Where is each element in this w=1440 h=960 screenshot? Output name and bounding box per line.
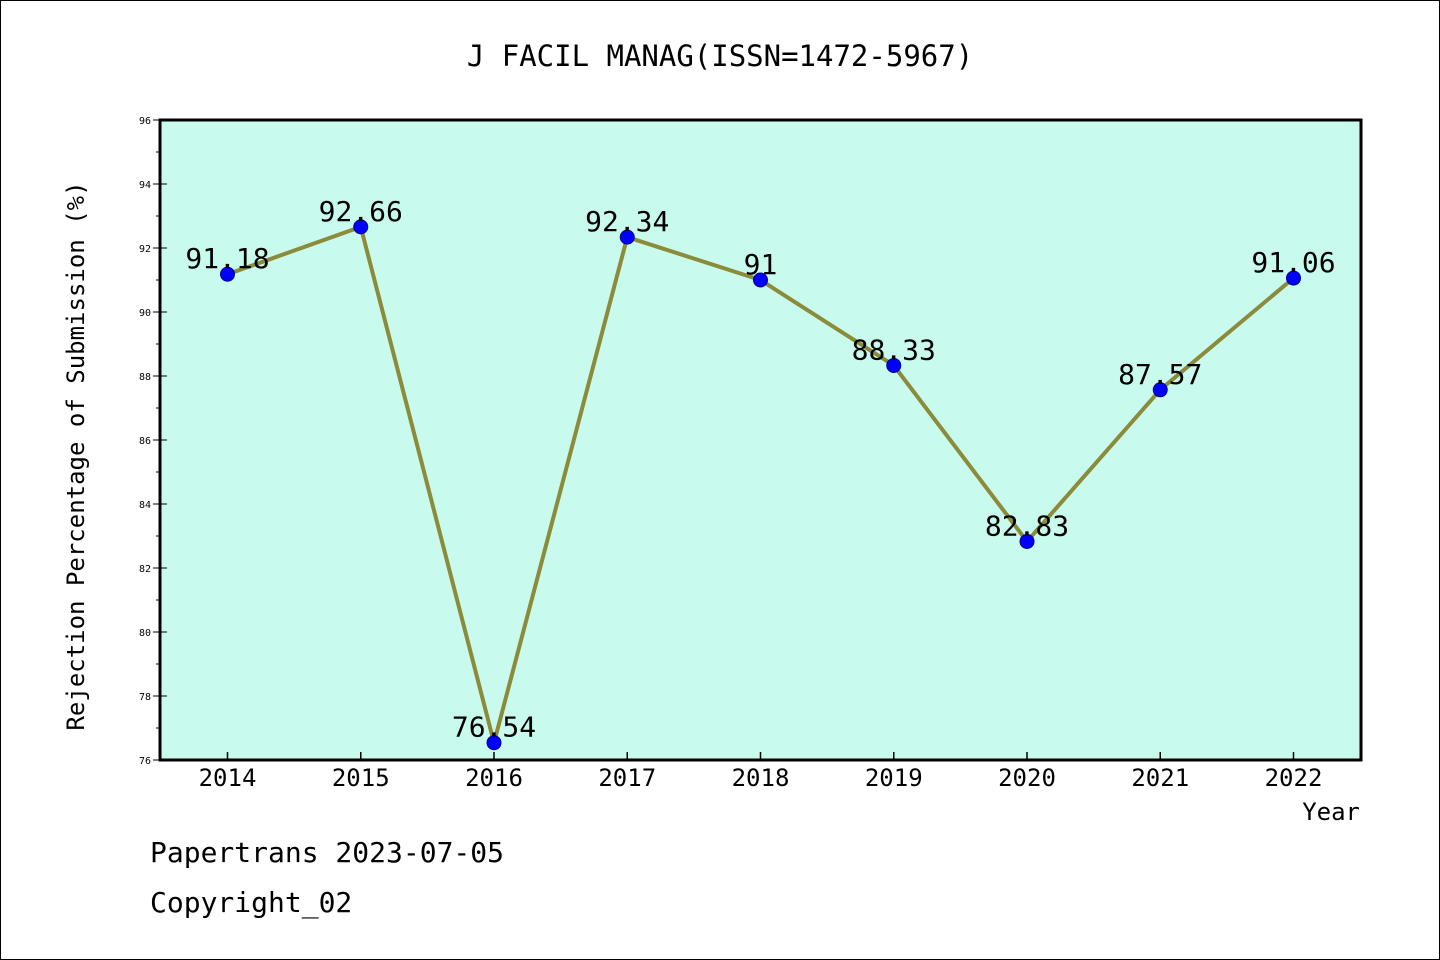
x-tick-label: 2022 — [1265, 764, 1323, 792]
data-label: 76.54 — [452, 711, 536, 744]
data-label: 91.06 — [1251, 246, 1335, 279]
plot-border — [158, 118, 1363, 762]
data-label: 91.18 — [185, 242, 269, 275]
x-axis: 2014 2015 2016 2017 2018 2019 2020 2021 2022 — [199, 752, 1323, 792]
x-tick-label: 2016 — [465, 764, 523, 792]
y-tick-label: 86 — [139, 436, 151, 447]
data-point — [1019, 533, 1035, 549]
y-axis: 76 78 80 82 84 86 88 90 92 94 96 — [139, 116, 167, 767]
y-tick-label: 76 — [139, 756, 151, 767]
y-tick-label: 88 — [139, 372, 151, 383]
x-tick-label: 2018 — [732, 764, 790, 792]
data-label: 91 — [744, 248, 778, 281]
x-tick-label: 2019 — [865, 764, 923, 792]
y-tick-label: 82 — [139, 564, 151, 575]
x-tick-label: 2015 — [332, 764, 390, 792]
y-axis-label: Rejection Percentage of Submission (%) — [62, 181, 90, 730]
y-tick-label: 84 — [139, 500, 151, 511]
data-series: 91.18 92.66 76.54 92.34 91 88.33 82.83 87.57 91.… — [185, 195, 1336, 751]
y-tick-label: 78 — [139, 692, 151, 703]
footer-date: Papertrans 2023-07-05 — [150, 836, 505, 869]
data-point — [353, 219, 369, 235]
x-tick-label: 2014 — [199, 764, 257, 792]
x-tick-label: 2020 — [998, 764, 1056, 792]
data-point — [886, 357, 902, 373]
data-point — [619, 229, 635, 245]
y-tick-label: 80 — [139, 628, 151, 639]
data-label: 92.66 — [319, 195, 403, 228]
y-tick-label: 96 — [139, 116, 151, 127]
y-tick-label: 92 — [139, 244, 151, 255]
y-tick-label: 94 — [139, 180, 151, 191]
data-point — [220, 266, 235, 282]
x-tick-label: 2021 — [1131, 764, 1189, 792]
data-point — [1152, 382, 1168, 398]
data-point — [1286, 270, 1301, 286]
x-tick-label: 2017 — [598, 764, 656, 792]
chart-title: J FACIL MANAG(ISSN=1472-5967) — [467, 39, 973, 73]
footer-copyright: Copyright_02 — [150, 886, 353, 919]
data-point — [753, 272, 768, 288]
data-label: 88.33 — [852, 333, 936, 366]
data-label: 87.57 — [1118, 358, 1202, 391]
y-tick-label: 90 — [139, 308, 151, 319]
data-point — [486, 735, 502, 751]
data-label: 92.34 — [585, 205, 669, 238]
data-label: 82.83 — [985, 509, 1069, 542]
x-axis-label: Year — [1302, 798, 1360, 826]
